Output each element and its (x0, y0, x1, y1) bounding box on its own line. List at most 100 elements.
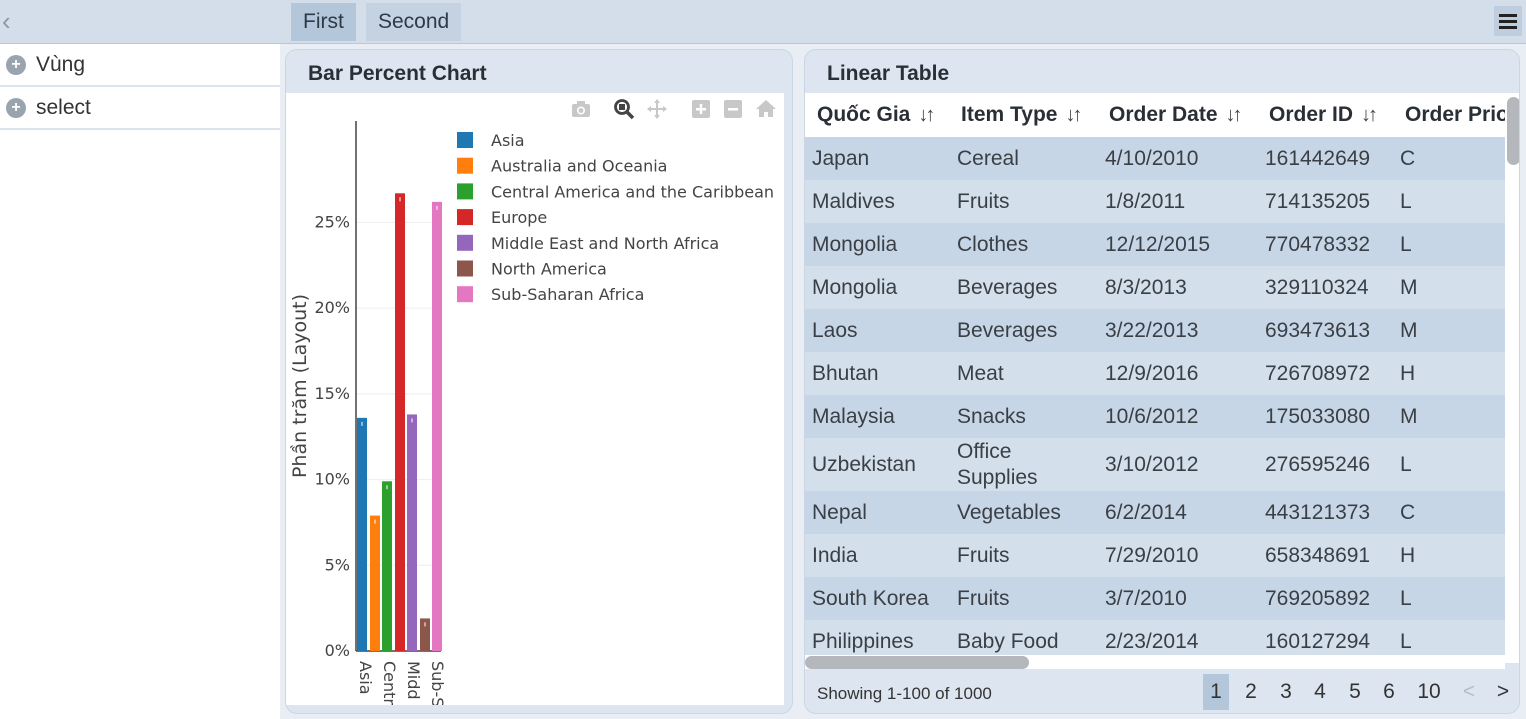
table-row[interactable]: Maldives Fruits 1/8/2011 714135205 L (805, 180, 1505, 223)
sort-arrows-icon[interactable]: ↓↑ (918, 104, 935, 126)
pagination-summary: Showing 1-100 of 1000 (817, 684, 992, 703)
column-header-label: Order ID (1269, 103, 1354, 126)
page-button-2[interactable]: 2 (1245, 680, 1257, 703)
table-cell: L (1400, 586, 1412, 610)
zoom-in-icon[interactable] (689, 97, 713, 121)
table-cell: 3/22/2013 (1105, 318, 1199, 342)
bar-middle-east-and-north-africa (407, 414, 417, 651)
page-button-1[interactable]: 1 (1203, 674, 1229, 710)
column-header-item-type[interactable]: Item Type ↓↑ (961, 93, 1082, 137)
x-tick-label: Centr (380, 661, 399, 705)
table-panel: Linear Table Quốc Gia ↓↑ Item Type ↓↑ Orde… (804, 49, 1520, 714)
table-row[interactable]: Japan Cereal 4/10/2010 161442649 C (805, 137, 1505, 180)
table-cell: Japan (812, 146, 870, 170)
zoom-out-icon[interactable] (721, 97, 745, 121)
table-cell: 276595246 (1265, 452, 1371, 476)
column-header-label: Order Prio (1405, 103, 1505, 126)
prev-page-button[interactable]: < (1462, 680, 1476, 703)
table-cell: 693473613 (1265, 318, 1371, 342)
table-row[interactable]: South Korea Fruits 3/7/2010 769205892 L (805, 577, 1505, 620)
legend-label: Central America and the Caribbean (491, 182, 774, 201)
legend-label: North America (491, 260, 607, 279)
sidebar-item-select[interactable]: + select (0, 87, 280, 130)
legend-label: Europe (491, 208, 547, 227)
sort-arrows-icon[interactable]: ↓↑ (1361, 104, 1378, 126)
column-header-order-date[interactable]: Order Date ↓↑ (1109, 93, 1243, 137)
table-row[interactable]: Mongolia Clothes 12/12/2015 770478332 L (805, 223, 1505, 266)
back-chevron-icon[interactable]: ‹ (2, 6, 11, 36)
next-page-button[interactable]: > (1496, 680, 1510, 703)
page-button-4[interactable]: 4 (1314, 680, 1326, 703)
table-cell: 769205892 (1265, 586, 1371, 610)
sidebar-item-vung[interactable]: + Vùng (0, 44, 280, 87)
pan-icon[interactable] (645, 97, 669, 121)
table-cell: 3/7/2010 (1105, 586, 1187, 610)
table-cell: 770478332 (1265, 232, 1371, 256)
hamburger-menu-icon[interactable] (1494, 6, 1522, 36)
table-row[interactable]: Uzbekistan Office Supplies 3/10/2012 276595… (805, 438, 1505, 491)
column-header-label: Item Type (961, 103, 1058, 126)
y-tick-label: 15% (314, 384, 350, 403)
table-cell: Fruits (957, 586, 1010, 610)
table-cell: L (1400, 452, 1412, 476)
column-header-order-id[interactable]: Order ID ↓↑ (1269, 93, 1378, 137)
table-cell: Nepal (812, 500, 867, 524)
table-cell: L (1400, 232, 1412, 256)
page-button-5[interactable]: 5 (1349, 680, 1361, 703)
zoom-icon[interactable] (612, 97, 636, 121)
horizontal-scrollbar-thumb[interactable] (805, 656, 1029, 669)
table-cell: India (812, 543, 858, 567)
y-tick-label: 0% (325, 641, 350, 660)
table-cell: 12/9/2016 (1105, 361, 1199, 385)
table-cell: 2/23/2014 (1105, 629, 1199, 653)
camera-icon[interactable] (569, 97, 593, 121)
table-row[interactable]: Bhutan Meat 12/9/2016 726708972 H (805, 352, 1505, 395)
table-row[interactable]: India Fruits 7/29/2010 658348691 H (805, 534, 1505, 577)
page-button-10[interactable]: 10 (1417, 680, 1441, 703)
table-cell: Meat (957, 361, 1004, 385)
table-row[interactable]: Mongolia Beverages 8/3/2013 329110324 M (805, 266, 1505, 309)
sort-arrows-icon[interactable]: ↓↑ (1065, 104, 1082, 126)
table-row[interactable]: Laos Beverages 3/22/2013 693473613 M (805, 309, 1505, 352)
vertical-scrollbar[interactable] (1505, 93, 1519, 663)
sidebar: + Vùng + select (0, 44, 280, 719)
table-panel-title: Linear Table (827, 62, 950, 85)
legend-swatch (457, 183, 473, 200)
tab-first[interactable]: First (291, 3, 356, 41)
table-cell: 175033080 (1265, 404, 1371, 428)
page-button-3[interactable]: 3 (1280, 680, 1292, 703)
column-header-label: Quốc Gia (817, 103, 911, 126)
chart-modebar (566, 97, 781, 121)
column-header-order-priority[interactable]: Order Prio (1405, 93, 1505, 137)
column-header-quoc-gia[interactable]: Quốc Gia ↓↑ (817, 93, 935, 137)
table-cell: Mongolia (812, 275, 898, 299)
table-row[interactable]: Nepal Vegetables 6/2/2014 443121373 C (805, 491, 1505, 534)
chart-panel-title: Bar Percent Chart (308, 62, 487, 85)
table-cell: L (1400, 189, 1412, 213)
page-button-6[interactable]: 6 (1383, 680, 1395, 703)
table-cell: Beverages (957, 318, 1058, 342)
table-cell: H (1400, 361, 1416, 385)
x-tick-label: Midd (404, 661, 423, 700)
legend-swatch (457, 260, 473, 277)
legend-swatch (457, 234, 473, 251)
table-cell: Clothes (957, 232, 1029, 256)
expand-plus-icon[interactable]: + (6, 98, 26, 118)
home-reset-icon[interactable] (754, 97, 778, 121)
table-row[interactable]: Philippines Baby Food 2/23/2014 160127294 L (805, 620, 1505, 655)
legend-label: Middle East and North Africa (491, 234, 719, 253)
y-tick-label: 20% (314, 298, 350, 317)
vertical-scrollbar-thumb[interactable] (1507, 97, 1519, 165)
legend-label: Asia (491, 131, 525, 150)
bar-asia (357, 417, 367, 651)
horizontal-scrollbar[interactable] (805, 655, 1505, 669)
table-cell: 6/2/2014 (1105, 500, 1187, 524)
table-header-row: Quốc Gia ↓↑ Item Type ↓↑ Order Date ↓↑ Orde… (805, 93, 1505, 137)
legend-label: Australia and Oceania (491, 157, 667, 176)
tab-second[interactable]: Second (366, 3, 462, 41)
sort-arrows-icon[interactable]: ↓↑ (1225, 104, 1243, 126)
y-tick-label: 5% (325, 555, 350, 574)
table-cell: Snacks (957, 404, 1026, 428)
table-row[interactable]: Malaysia Snacks 10/6/2012 175033080 M (805, 395, 1505, 438)
expand-plus-icon[interactable]: + (6, 55, 26, 75)
